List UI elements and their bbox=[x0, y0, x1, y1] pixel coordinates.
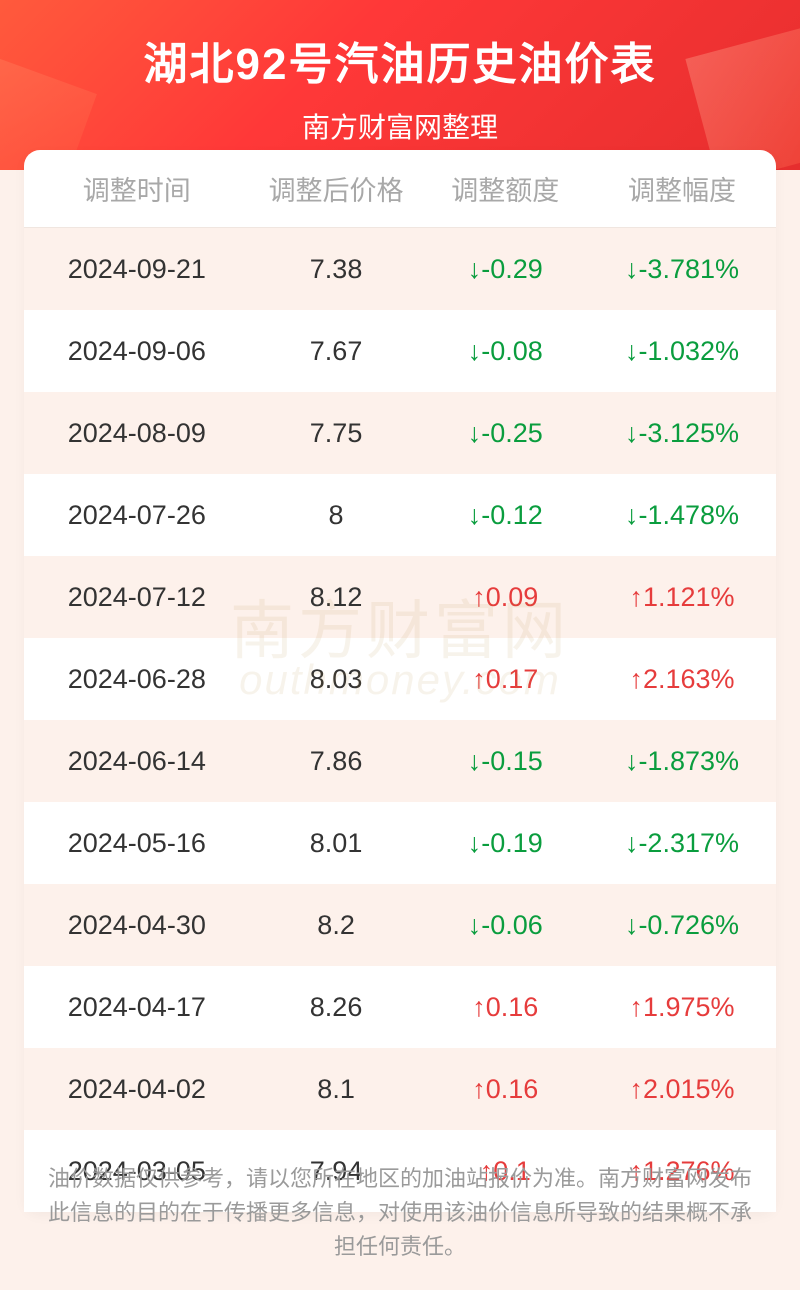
table-row: 2024-09-217.38↓-0.29↓-3.781% bbox=[24, 228, 776, 310]
col-header-pct: 调整幅度 bbox=[588, 169, 776, 208]
cell-date: 2024-09-06 bbox=[24, 336, 250, 367]
cell-amount: ↓-0.08 bbox=[423, 336, 588, 367]
arrow-up-icon: ↑ bbox=[472, 992, 486, 1022]
arrow-down-icon: ↓ bbox=[625, 254, 639, 284]
table-row: 2024-08-097.75↓-0.25↓-3.125% bbox=[24, 392, 776, 474]
cell-pct: ↓-1.032% bbox=[588, 336, 776, 367]
arrow-down-icon: ↓ bbox=[625, 910, 639, 940]
col-header-amount: 调整额度 bbox=[423, 169, 588, 208]
cell-amount: ↓-0.29 bbox=[423, 254, 588, 285]
cell-date: 2024-04-30 bbox=[24, 910, 250, 941]
cell-pct: ↓-1.873% bbox=[588, 746, 776, 777]
arrow-up-icon: ↑ bbox=[472, 1074, 486, 1104]
arrow-down-icon: ↓ bbox=[625, 828, 639, 858]
table-row: 2024-07-128.12↑0.09↑1.121% bbox=[24, 556, 776, 638]
arrow-down-icon: ↓ bbox=[625, 336, 639, 366]
cell-price: 8.01 bbox=[250, 828, 423, 859]
arrow-down-icon: ↓ bbox=[468, 500, 482, 530]
cell-date: 2024-06-14 bbox=[24, 746, 250, 777]
cell-pct: ↓-0.726% bbox=[588, 910, 776, 941]
cell-pct: ↓-1.478% bbox=[588, 500, 776, 531]
cell-amount: ↓-0.15 bbox=[423, 746, 588, 777]
cell-amount: ↓-0.06 bbox=[423, 910, 588, 941]
arrow-down-icon: ↓ bbox=[468, 336, 482, 366]
table-row: 2024-06-288.03↑0.17↑2.163% bbox=[24, 638, 776, 720]
arrow-up-icon: ↑ bbox=[472, 582, 486, 612]
cell-price: 7.75 bbox=[250, 418, 423, 449]
cell-amount: ↓-0.12 bbox=[423, 500, 588, 531]
cell-price: 7.67 bbox=[250, 336, 423, 367]
cell-price: 8.26 bbox=[250, 992, 423, 1023]
cell-date: 2024-06-28 bbox=[24, 664, 250, 695]
arrow-down-icon: ↓ bbox=[625, 418, 639, 448]
table-row: 2024-04-178.26↑0.16↑1.975% bbox=[24, 966, 776, 1048]
arrow-down-icon: ↓ bbox=[468, 254, 482, 284]
cell-price: 8.1 bbox=[250, 1074, 423, 1105]
cell-pct: ↓-3.781% bbox=[588, 254, 776, 285]
arrow-up-icon: ↑ bbox=[629, 1074, 643, 1104]
price-table-card: 调整时间 调整后价格 调整额度 调整幅度 2024-09-217.38↓-0.2… bbox=[24, 150, 776, 1212]
cell-amount: ↑0.09 bbox=[423, 582, 588, 613]
cell-price: 7.38 bbox=[250, 254, 423, 285]
cell-amount: ↑0.16 bbox=[423, 1074, 588, 1105]
cell-pct: ↑1.121% bbox=[588, 582, 776, 613]
cell-date: 2024-04-02 bbox=[24, 1074, 250, 1105]
cell-price: 8.2 bbox=[250, 910, 423, 941]
cell-amount: ↓-0.19 bbox=[423, 828, 588, 859]
cell-pct: ↑2.163% bbox=[588, 664, 776, 695]
cell-date: 2024-07-12 bbox=[24, 582, 250, 613]
col-header-price: 调整后价格 bbox=[250, 169, 423, 208]
page-subtitle: 南方财富网整理 bbox=[0, 106, 800, 146]
cell-pct: ↑1.975% bbox=[588, 992, 776, 1023]
cell-date: 2024-07-26 bbox=[24, 500, 250, 531]
cell-price: 7.86 bbox=[250, 746, 423, 777]
col-header-date: 调整时间 bbox=[24, 169, 250, 208]
arrow-down-icon: ↓ bbox=[625, 500, 639, 530]
table-row: 2024-06-147.86↓-0.15↓-1.873% bbox=[24, 720, 776, 802]
cell-amount: ↓-0.25 bbox=[423, 418, 588, 449]
cell-date: 2024-08-09 bbox=[24, 418, 250, 449]
cell-amount: ↑0.16 bbox=[423, 992, 588, 1023]
cell-price: 8.03 bbox=[250, 664, 423, 695]
arrow-down-icon: ↓ bbox=[468, 828, 482, 858]
table-row: 2024-05-168.01↓-0.19↓-2.317% bbox=[24, 802, 776, 884]
cell-price: 8.12 bbox=[250, 582, 423, 613]
arrow-up-icon: ↑ bbox=[629, 664, 643, 694]
arrow-down-icon: ↓ bbox=[468, 910, 482, 940]
arrow-up-icon: ↑ bbox=[472, 664, 486, 694]
table-row: 2024-09-067.67↓-0.08↓-1.032% bbox=[24, 310, 776, 392]
cell-pct: ↓-3.125% bbox=[588, 418, 776, 449]
page-header: 湖北92号汽油历史油价表 南方财富网整理 bbox=[0, 0, 800, 170]
cell-price: 8 bbox=[250, 500, 423, 531]
table-header-row: 调整时间 调整后价格 调整额度 调整幅度 bbox=[24, 150, 776, 228]
cell-pct: ↑2.015% bbox=[588, 1074, 776, 1105]
cell-date: 2024-09-21 bbox=[24, 254, 250, 285]
disclaimer-text: 油价数据仅供参考，请以您所在地区的加油站报价为准。南方财富网发布此信息的目的在于… bbox=[40, 1162, 760, 1264]
arrow-down-icon: ↓ bbox=[625, 746, 639, 776]
table-row: 2024-04-028.1↑0.16↑2.015% bbox=[24, 1048, 776, 1130]
cell-date: 2024-05-16 bbox=[24, 828, 250, 859]
table-row: 2024-07-268↓-0.12↓-1.478% bbox=[24, 474, 776, 556]
arrow-up-icon: ↑ bbox=[629, 582, 643, 612]
arrow-up-icon: ↑ bbox=[629, 992, 643, 1022]
table-body: 2024-09-217.38↓-0.29↓-3.781%2024-09-067.… bbox=[24, 228, 776, 1212]
cell-pct: ↓-2.317% bbox=[588, 828, 776, 859]
arrow-down-icon: ↓ bbox=[468, 418, 482, 448]
table-row: 2024-04-308.2↓-0.06↓-0.726% bbox=[24, 884, 776, 966]
cell-amount: ↑0.17 bbox=[423, 664, 588, 695]
arrow-down-icon: ↓ bbox=[468, 746, 482, 776]
cell-date: 2024-04-17 bbox=[24, 992, 250, 1023]
page-title: 湖北92号汽油历史油价表 bbox=[0, 28, 800, 92]
